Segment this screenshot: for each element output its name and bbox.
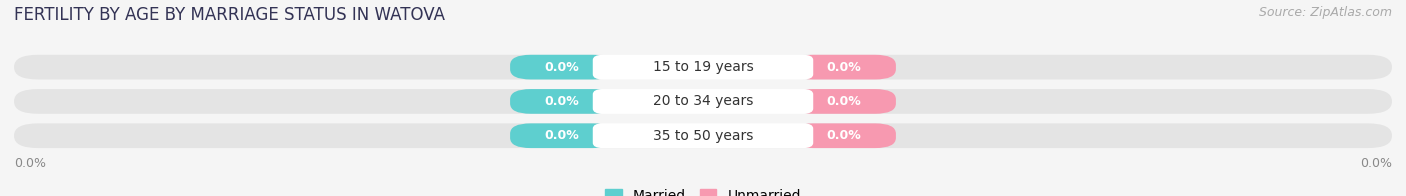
FancyBboxPatch shape (510, 123, 613, 148)
FancyBboxPatch shape (14, 89, 1392, 114)
Text: 15 to 19 years: 15 to 19 years (652, 60, 754, 74)
FancyBboxPatch shape (14, 123, 1392, 148)
FancyBboxPatch shape (14, 55, 1392, 80)
Legend: Married, Unmarried: Married, Unmarried (605, 189, 801, 196)
FancyBboxPatch shape (593, 55, 813, 80)
Text: 35 to 50 years: 35 to 50 years (652, 129, 754, 143)
Text: 0.0%: 0.0% (1360, 157, 1392, 170)
Text: 20 to 34 years: 20 to 34 years (652, 94, 754, 108)
Text: 0.0%: 0.0% (14, 157, 46, 170)
Text: 0.0%: 0.0% (827, 95, 862, 108)
FancyBboxPatch shape (510, 55, 613, 80)
FancyBboxPatch shape (593, 123, 813, 148)
FancyBboxPatch shape (593, 89, 813, 114)
FancyBboxPatch shape (793, 89, 896, 114)
Text: Source: ZipAtlas.com: Source: ZipAtlas.com (1258, 6, 1392, 19)
Text: FERTILITY BY AGE BY MARRIAGE STATUS IN WATOVA: FERTILITY BY AGE BY MARRIAGE STATUS IN W… (14, 6, 446, 24)
Text: 0.0%: 0.0% (827, 61, 862, 74)
Text: 0.0%: 0.0% (544, 129, 579, 142)
FancyBboxPatch shape (593, 123, 813, 148)
Text: 0.0%: 0.0% (544, 95, 579, 108)
Text: 0.0%: 0.0% (544, 61, 579, 74)
FancyBboxPatch shape (793, 55, 896, 80)
FancyBboxPatch shape (793, 123, 896, 148)
FancyBboxPatch shape (593, 55, 813, 80)
FancyBboxPatch shape (510, 89, 613, 114)
FancyBboxPatch shape (593, 89, 813, 114)
Text: 0.0%: 0.0% (827, 129, 862, 142)
